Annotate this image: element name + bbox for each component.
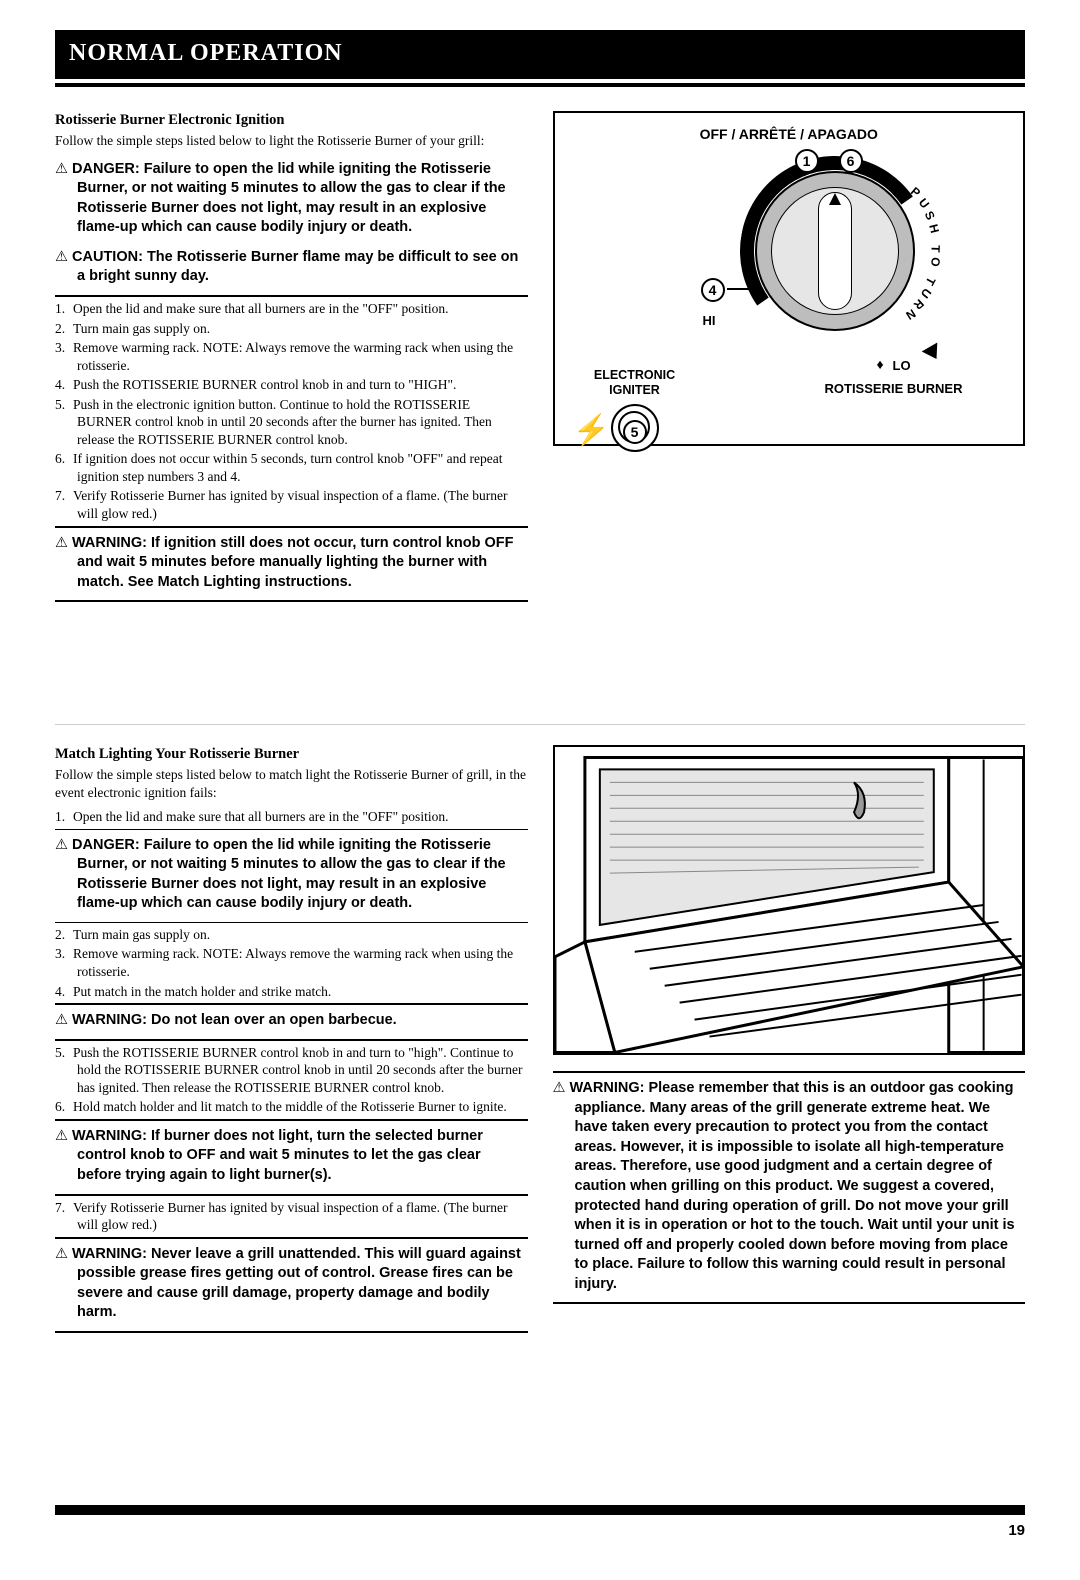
grill-illustration-icon bbox=[555, 747, 1024, 1053]
arrow-head-icon bbox=[752, 283, 762, 301]
step: Remove warming rack. NOTE: Always remove… bbox=[55, 338, 528, 375]
divider bbox=[55, 1331, 528, 1333]
step: Push the ROTISSERIE BURNER control knob … bbox=[55, 1043, 528, 1098]
step: Open the lid and make sure that all burn… bbox=[55, 299, 528, 319]
caution-notice: CAUTION: The Rotisserie Burner flame may… bbox=[55, 244, 528, 293]
push-text: S bbox=[920, 209, 938, 223]
step: Push the ROTISSERIE BURNER control knob … bbox=[55, 375, 528, 395]
push-text: H bbox=[924, 223, 941, 235]
step: If ignition does not occur within 5 seco… bbox=[55, 449, 528, 486]
hi-label: HI bbox=[703, 313, 716, 330]
section2-step7: Verify Rotisserie Burner has ignited by … bbox=[55, 1198, 528, 1235]
divider bbox=[55, 1119, 528, 1121]
section-electronic-ignition: Rotisserie Burner Electronic Ignition Fo… bbox=[55, 111, 1025, 604]
step: Remove warming rack. NOTE: Always remove… bbox=[55, 944, 528, 981]
step: Open the lid and make sure that all burn… bbox=[55, 807, 528, 827]
knob-diagram: OFF / ARRÊTÉ / APAGADO P U S H T O T U R… bbox=[553, 111, 1026, 446]
section2-text-column: Match Lighting Your Rotisserie Burner Fo… bbox=[55, 745, 528, 1335]
section-divider bbox=[55, 724, 1025, 725]
danger-notice: DANGER: Failure to open the lid while ig… bbox=[55, 832, 528, 920]
warning-outdoor-appliance: WARNING: Please remember that this is an… bbox=[553, 1075, 1026, 1300]
footer-bar bbox=[55, 1505, 1025, 1515]
section2-heading: Match Lighting Your Rotisserie Burner bbox=[55, 745, 528, 764]
section1-text-column: Rotisserie Burner Electronic Ignition Fo… bbox=[55, 111, 528, 604]
step: Turn main gas supply on. bbox=[55, 319, 528, 339]
callout-6: 6 bbox=[839, 149, 863, 173]
divider bbox=[55, 1194, 528, 1196]
callout-1: 1 bbox=[795, 149, 819, 173]
igniter-label: ELECTRONIC IGNITER bbox=[585, 368, 685, 398]
section1-heading: Rotisserie Burner Electronic Ignition bbox=[55, 111, 528, 130]
callout-5: 5 bbox=[623, 420, 647, 444]
step: Verify Rotisserie Burner has ignited by … bbox=[55, 1198, 528, 1235]
warning-lean: WARNING: Do not lean over an open barbec… bbox=[55, 1007, 528, 1037]
warning-notice: WARNING: If ignition still does not occu… bbox=[55, 530, 528, 599]
grill-diagram-column: WARNING: Please remember that this is an… bbox=[553, 745, 1026, 1335]
section1-intro: Follow the simple steps listed below to … bbox=[55, 132, 528, 150]
danger-notice: DANGER: Failure to open the lid while ig… bbox=[55, 156, 528, 244]
section2-intro: Follow the simple steps listed below to … bbox=[55, 766, 528, 801]
lo-label: LO bbox=[893, 358, 911, 375]
knob-grip bbox=[818, 192, 852, 310]
section1-steps: Open the lid and make sure that all burn… bbox=[55, 299, 528, 524]
warning-unattended: WARNING: Never leave a grill unattended.… bbox=[55, 1241, 528, 1329]
lightning-bolt-icon: ⚡ bbox=[573, 411, 610, 450]
divider bbox=[55, 1003, 528, 1005]
divider bbox=[55, 1237, 528, 1239]
warning-no-light: WARNING: If burner does not light, turn … bbox=[55, 1123, 528, 1192]
divider bbox=[55, 526, 528, 528]
rotisserie-burner-label: ROTISSERIE BURNER bbox=[825, 381, 963, 398]
header-bar: NORMAL OPERATION bbox=[55, 30, 1025, 83]
section2-steps-56: Push the ROTISSERIE BURNER control knob … bbox=[55, 1043, 528, 1117]
divider bbox=[55, 829, 528, 830]
section-match-lighting: Match Lighting Your Rotisserie Burner Fo… bbox=[55, 745, 1025, 1335]
divider bbox=[55, 600, 528, 602]
page-title: NORMAL OPERATION bbox=[69, 38, 1011, 69]
callout-connector bbox=[727, 288, 753, 290]
callout-connector bbox=[821, 161, 839, 163]
flame-icon: ♦ bbox=[877, 357, 884, 375]
divider bbox=[553, 1071, 1026, 1073]
divider bbox=[553, 1302, 1026, 1304]
divider bbox=[55, 922, 528, 923]
step: Hold match holder and lit match to the m… bbox=[55, 1097, 528, 1117]
section2-steps-234: Turn main gas supply on. Remove warming … bbox=[55, 925, 528, 1001]
knob: P U S H T O T U R N bbox=[735, 151, 935, 351]
grill-diagram bbox=[553, 745, 1026, 1055]
step: Push in the electronic ignition button. … bbox=[55, 395, 528, 450]
step: Verify Rotisserie Burner has ignited by … bbox=[55, 486, 528, 523]
knob-pointer-icon bbox=[829, 193, 841, 205]
divider bbox=[55, 295, 528, 297]
step: Turn main gas supply on. bbox=[55, 925, 528, 945]
section2-step1: Open the lid and make sure that all burn… bbox=[55, 807, 528, 827]
off-label: OFF / ARRÊTÉ / APAGADO bbox=[555, 125, 1024, 143]
push-text: T bbox=[926, 245, 942, 253]
callout-4: 4 bbox=[701, 278, 725, 302]
step: Put match in the match holder and strike… bbox=[55, 982, 528, 1002]
divider bbox=[55, 1039, 528, 1041]
arc-arrow-icon bbox=[921, 343, 944, 364]
page-number: 19 bbox=[55, 1521, 1025, 1541]
knob-diagram-column: OFF / ARRÊTÉ / APAGADO P U S H T O T U R… bbox=[553, 111, 1026, 604]
